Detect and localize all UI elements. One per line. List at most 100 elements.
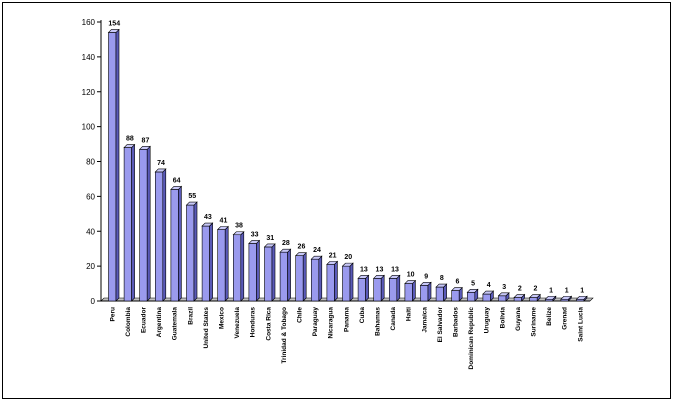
bar [294,251,307,302]
y-tick-label: 100 [82,123,96,132]
bar-front [155,171,164,302]
bar-side [318,255,323,302]
bar-front [482,293,491,302]
category-label: El Salvador [437,307,444,343]
bar [248,239,261,302]
category-label: Jamaica [421,307,428,333]
bar [216,225,229,302]
category-label: Dominican Republic [468,307,475,370]
data-label: 2 [518,286,522,293]
bar-top [372,275,385,279]
bar-side [224,225,229,302]
data-label: 1 [565,287,569,294]
bar-top [294,252,307,256]
data-label: 74 [157,160,165,167]
data-label: 10 [407,272,415,279]
category-label: United States [203,307,210,349]
category-label: Bahamas [374,307,381,336]
category-label: Brazil [187,307,194,325]
y-tick-label: 0 [91,297,96,306]
bar [482,290,495,302]
bar-top [170,186,183,190]
bar-top [107,29,120,33]
bar-side [396,274,401,302]
y-tick-label: 160 [82,18,96,27]
bar-top [279,248,292,253]
bar-side [287,248,291,302]
bar-top [123,144,136,148]
category-label: Haiti [406,307,413,321]
data-label: 43 [204,214,212,221]
category-label: Nicaragua [328,307,335,339]
data-label: 1 [580,287,584,294]
data-label: 28 [282,240,290,247]
data-label: 3 [502,284,506,291]
data-label: 41 [220,218,228,225]
bar-front [466,291,476,302]
category-label: Guyana [515,307,522,331]
category-label: Honduras [250,307,257,338]
bar [388,274,401,302]
bar [154,168,167,302]
bar-top [185,201,198,206]
bar-top [450,287,463,291]
y-tick-label: 20 [86,262,95,271]
bar-front [248,243,257,302]
bar-top [544,295,557,300]
bar-front [342,265,351,302]
bar-side [178,185,182,302]
bar [263,243,276,302]
bar-front [529,297,538,302]
bar-top [388,275,401,279]
y-tick-label: 140 [82,53,96,62]
bar [201,222,214,302]
bar [326,260,339,302]
category-label: Peru [109,307,116,321]
category-label: Trinidad & Tobago [281,307,288,364]
bar-front [217,229,226,302]
bar-front [373,278,382,302]
bar-side [146,145,151,302]
bar-front [498,295,507,302]
bar-side [209,222,213,302]
bar-top [216,226,229,230]
category-label: Uruguay [484,307,491,334]
bar-front [170,189,179,302]
bar-front [451,290,460,302]
bar-front [233,234,242,302]
category-label: Grenad [562,307,569,330]
bar-front [388,278,398,302]
bar-front [404,283,413,302]
category-label: Paraguay [312,307,319,337]
bar-side [193,201,198,302]
bar [419,281,432,302]
bar-top [154,168,167,173]
bar [575,295,588,302]
y-tick-label: 60 [86,192,95,201]
y-tick-label: 120 [82,88,96,97]
data-label: 33 [251,231,259,238]
bar-side [412,279,416,302]
category-label: Saint Lucia [577,307,584,342]
data-label: 2 [533,286,537,293]
bar-top [138,145,151,150]
category-label: Canada [390,307,397,331]
category-label: Suriname [530,307,537,337]
bar-top [310,255,323,260]
bar-top [482,290,495,295]
bar-front [310,258,320,302]
category-label: Belize [546,307,553,326]
category-label: Mexico [218,307,225,329]
data-label: 20 [344,254,352,261]
bar-front [139,148,148,302]
bar [170,185,183,302]
bar [357,274,370,302]
data-label: 4 [487,282,491,289]
bar [560,295,573,302]
data-label: 8 [440,275,444,282]
bar-front [295,255,304,302]
y-tick-label: 80 [86,158,95,167]
y-axis: 0 20 40 60 80 100 120 140 160 [82,18,102,306]
data-label: 64 [173,177,181,184]
